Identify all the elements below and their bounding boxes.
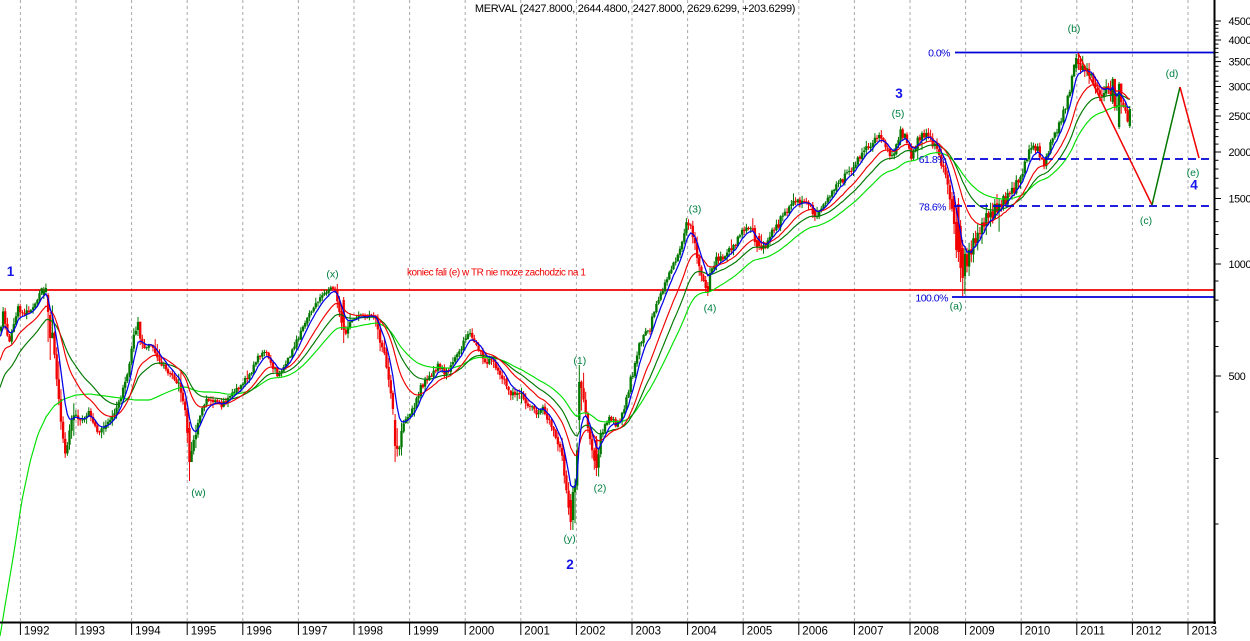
svg-text:1000: 1000 xyxy=(1229,259,1250,271)
svg-text:(a): (a) xyxy=(950,301,963,313)
svg-text:2006: 2006 xyxy=(802,626,828,637)
svg-text:(4): (4) xyxy=(704,303,717,315)
svg-text:(w): (w) xyxy=(191,487,206,499)
svg-text:2010: 2010 xyxy=(1025,626,1051,637)
svg-text:2013: 2013 xyxy=(1192,626,1218,637)
svg-text:4000: 4000 xyxy=(1229,35,1250,47)
svg-text:4500: 4500 xyxy=(1229,16,1250,28)
svg-text:3: 3 xyxy=(895,86,903,101)
svg-text:78.6%: 78.6% xyxy=(919,202,946,214)
svg-text:2000: 2000 xyxy=(469,626,495,637)
svg-text:(c): (c) xyxy=(1140,215,1152,227)
svg-text:61.8%: 61.8% xyxy=(919,154,946,166)
svg-text:2007: 2007 xyxy=(858,626,884,637)
svg-text:500: 500 xyxy=(1229,371,1246,383)
svg-text:2005: 2005 xyxy=(747,626,773,637)
svg-text:2002: 2002 xyxy=(580,626,606,637)
svg-text:2011: 2011 xyxy=(1080,626,1105,637)
svg-text:(2): (2) xyxy=(594,482,607,494)
svg-text:1992: 1992 xyxy=(24,626,50,637)
svg-text:1: 1 xyxy=(7,264,15,279)
svg-text:(5): (5) xyxy=(892,108,905,120)
svg-text:2004: 2004 xyxy=(691,626,717,637)
svg-text:2000: 2000 xyxy=(1229,147,1250,159)
svg-text:2003: 2003 xyxy=(636,626,662,637)
svg-text:koniec fali (e) w TR nie moze: koniec fali (e) w TR nie moze zachodzic … xyxy=(407,268,586,279)
svg-text:1999: 1999 xyxy=(413,626,439,637)
svg-text:2009: 2009 xyxy=(969,626,995,637)
svg-text:0.0%: 0.0% xyxy=(928,48,950,60)
svg-text:4: 4 xyxy=(1190,178,1198,193)
svg-text:2012: 2012 xyxy=(1136,626,1162,637)
svg-text:MERVAL (2427.8000, 2644.4800,: MERVAL (2427.8000, 2644.4800, 2427.8000,… xyxy=(475,3,795,15)
svg-text:1994: 1994 xyxy=(135,626,161,637)
svg-text:(x): (x) xyxy=(326,269,338,281)
svg-text:2001: 2001 xyxy=(524,626,550,637)
svg-text:1500: 1500 xyxy=(1229,194,1250,206)
svg-text:(e): (e) xyxy=(1187,167,1200,179)
svg-text:2: 2 xyxy=(566,557,574,572)
svg-text:1993: 1993 xyxy=(80,626,106,637)
svg-text:2500: 2500 xyxy=(1229,111,1250,123)
svg-text:1997: 1997 xyxy=(302,626,328,637)
svg-text:3000: 3000 xyxy=(1229,82,1250,94)
svg-text:3500: 3500 xyxy=(1229,57,1250,69)
svg-text:100.0%: 100.0% xyxy=(915,293,948,305)
svg-text:(3): (3) xyxy=(689,204,702,216)
svg-text:(b): (b) xyxy=(1068,23,1081,35)
svg-text:2008: 2008 xyxy=(914,626,940,637)
svg-text:1996: 1996 xyxy=(246,626,272,637)
svg-text:(d): (d) xyxy=(1166,68,1179,80)
svg-text:(1): (1) xyxy=(573,355,586,367)
svg-text:1998: 1998 xyxy=(358,626,384,637)
svg-text:(y): (y) xyxy=(563,533,575,545)
svg-text:1995: 1995 xyxy=(191,626,217,637)
